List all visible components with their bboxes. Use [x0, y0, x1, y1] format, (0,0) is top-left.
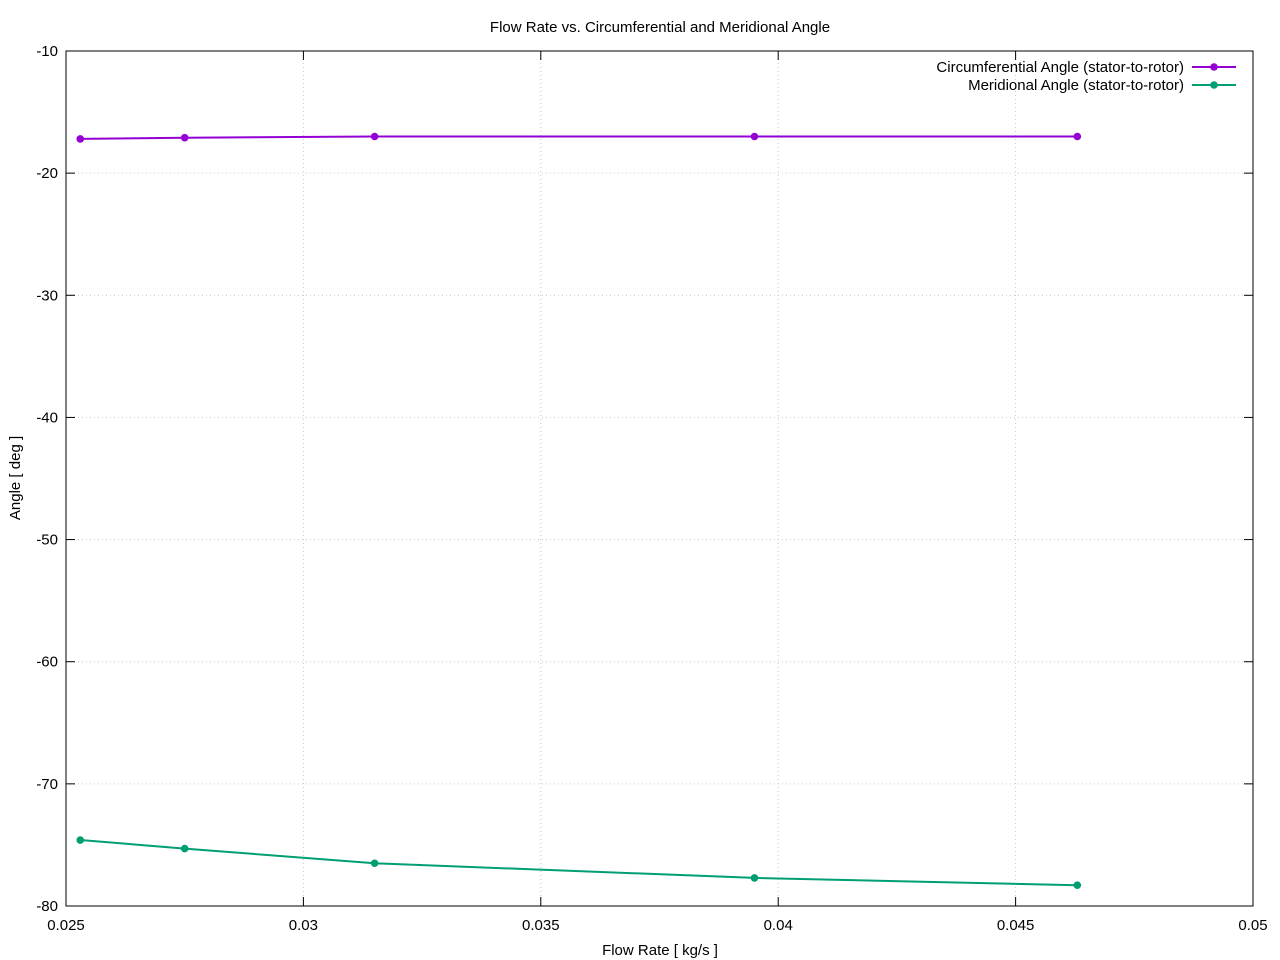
data-point [180, 844, 189, 853]
y-tick-label: -80 [36, 898, 58, 915]
data-point [1073, 132, 1082, 141]
data-point [370, 859, 379, 868]
y-tick-label: -10 [36, 43, 58, 60]
y-tick-labels: -80 -70 -60 -50 -40 -30 -20 -10 [36, 43, 58, 915]
y-tick-label: -20 [36, 165, 58, 182]
legend-marker [1210, 81, 1218, 89]
legend-item-1: Circumferential Angle (stator-to-rotor) [936, 59, 1236, 76]
x-tick-label: 0.045 [997, 917, 1035, 934]
legend-label: Meridional Angle (stator-to-rotor) [968, 77, 1184, 94]
data-point [370, 132, 379, 141]
x-tick-label: 0.035 [522, 917, 560, 934]
legend: Circumferential Angle (stator-to-rotor)M… [936, 59, 1236, 94]
data-point [180, 133, 189, 142]
axis-ticks [65, 50, 1254, 907]
legend-item-2: Meridional Angle (stator-to-rotor) [968, 77, 1236, 94]
x-tick-labels: 0.025 0.03 0.035 0.04 0.045 0.05 [47, 917, 1267, 934]
legend-marker [1210, 63, 1218, 71]
data-point [76, 135, 85, 143]
y-tick-label: -50 [36, 532, 58, 549]
x-tick-label: 0.04 [764, 917, 793, 934]
series-2 [76, 836, 1082, 890]
grid [66, 51, 1253, 906]
y-tick-label: -70 [36, 776, 58, 793]
legend-label: Circumferential Angle (stator-to-rotor) [936, 59, 1184, 76]
y-axis-label: Angle [ deg ] [7, 436, 24, 520]
x-tick-label: 0.025 [47, 917, 85, 934]
y-tick-label: -30 [36, 287, 58, 304]
series-line [80, 839, 1078, 887]
y-tick-label: -60 [36, 654, 58, 671]
series-1 [76, 132, 1082, 143]
series-line [80, 135, 1078, 140]
data-point [1073, 881, 1082, 890]
chart-title: Flow Rate vs. Circumferential and Meridi… [490, 19, 830, 36]
plot-frame [65, 50, 1254, 907]
y-tick-label: -40 [36, 409, 58, 426]
series-group [76, 132, 1082, 890]
data-point [76, 836, 85, 844]
data-point [750, 132, 759, 141]
x-axis-label: Flow Rate [ kg/s ] [602, 942, 718, 959]
data-point [750, 874, 759, 882]
x-tick-label: 0.03 [289, 917, 318, 934]
x-tick-label: 0.05 [1238, 917, 1267, 934]
